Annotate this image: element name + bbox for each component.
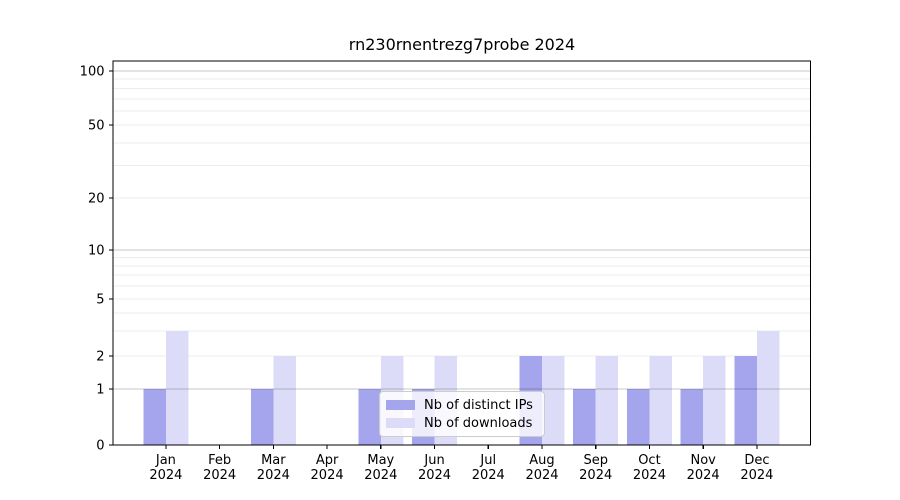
axes-spines xyxy=(112,60,812,446)
chart-title: rn230rnentrezg7probe 2024 xyxy=(348,35,576,54)
y-axis-ticks: 0 1 2 5 10 20 50 100 xyxy=(80,65,113,454)
legend-label-distinct-ips: Nb of distinct IPs xyxy=(424,397,533,413)
legend-item-distinct-ips: Nb of distinct IPs xyxy=(386,396,536,414)
x-tick-label-year-apr: 2024 xyxy=(311,468,344,483)
y-tick-label-2: 2 xyxy=(96,350,104,365)
legend-label-downloads: Nb of downloads xyxy=(424,415,533,431)
x-tick-label-year-sep: 2024 xyxy=(579,468,612,483)
y-tick-label-0: 0 xyxy=(96,439,104,454)
y-tick-label-50: 50 xyxy=(88,119,105,134)
x-tick-label-month-feb: Feb xyxy=(208,453,231,468)
bar-nb-of-distinct-ips-dec xyxy=(734,356,757,445)
x-tick-label-month-nov: Nov xyxy=(690,453,716,468)
x-tick-label-month-may: May xyxy=(367,453,394,468)
x-tick-label-year-may: 2024 xyxy=(364,468,397,483)
y-tick-label-5: 5 xyxy=(96,293,104,308)
x-tick-label-month-sep: Sep xyxy=(583,453,608,468)
bar-nb-of-downloads-sep xyxy=(595,356,619,445)
y-tick-label-1: 1 xyxy=(96,383,104,398)
x-tick-label-month-oct: Oct xyxy=(638,453,660,468)
x-tick-label-month-mar: Mar xyxy=(261,453,286,468)
bar-nb-of-distinct-ips-may xyxy=(358,389,381,445)
bar-nb-of-downloads-jan xyxy=(165,330,189,445)
legend: Nb of distinct IPs Nb of downloads xyxy=(379,391,545,437)
x-tick-label-month-aug: Aug xyxy=(529,453,554,468)
x-tick-label-year-nov: 2024 xyxy=(687,468,720,483)
x-tick-label-year-aug: 2024 xyxy=(525,468,558,483)
x-tick-label-year-jun: 2024 xyxy=(418,468,451,483)
y-tick-label-100: 100 xyxy=(80,65,105,80)
gridlines-minor xyxy=(113,78,811,357)
y-tick-label-20: 20 xyxy=(88,192,105,207)
x-tick-label-month-jan: Jan xyxy=(155,453,176,468)
bar-nb-of-downloads-nov xyxy=(703,356,726,445)
x-axis-ticks: Jan2024Feb2024Mar2024Apr2024May2024Jun20… xyxy=(149,445,773,483)
bar-nb-of-downloads-dec xyxy=(756,330,780,445)
x-tick-label-year-dec: 2024 xyxy=(740,468,773,483)
bar-nb-of-downloads-oct xyxy=(649,356,672,445)
y-tick-label-10: 10 xyxy=(88,244,105,259)
x-tick-label-year-jul: 2024 xyxy=(472,468,505,483)
x-tick-label-year-feb: 2024 xyxy=(203,468,236,483)
x-tick-label-month-jul: Jul xyxy=(479,453,496,468)
legend-item-downloads: Nb of downloads xyxy=(386,414,536,432)
legend-swatch-downloads xyxy=(386,418,415,428)
x-tick-label-month-jun: Jun xyxy=(423,453,444,468)
bar-nb-of-distinct-ips-sep xyxy=(573,389,596,445)
gridlines-decade xyxy=(113,70,811,390)
x-tick-label-year-mar: 2024 xyxy=(257,468,290,483)
bar-nb-of-distinct-ips-oct xyxy=(626,389,650,445)
x-tick-label-year-jan: 2024 xyxy=(149,468,182,483)
legend-swatch-distinct-ips xyxy=(386,400,415,410)
bar-nb-of-distinct-ips-nov xyxy=(680,389,704,445)
x-tick-label-month-dec: Dec xyxy=(744,453,769,468)
bar-nb-of-downloads-mar xyxy=(273,356,296,445)
x-tick-label-month-apr: Apr xyxy=(316,453,339,468)
bar-nb-of-distinct-ips-jan xyxy=(143,389,166,445)
x-tick-label-year-oct: 2024 xyxy=(633,468,666,483)
bar-nb-of-distinct-ips-mar xyxy=(250,389,274,445)
bar-nb-of-downloads-aug xyxy=(541,356,565,445)
